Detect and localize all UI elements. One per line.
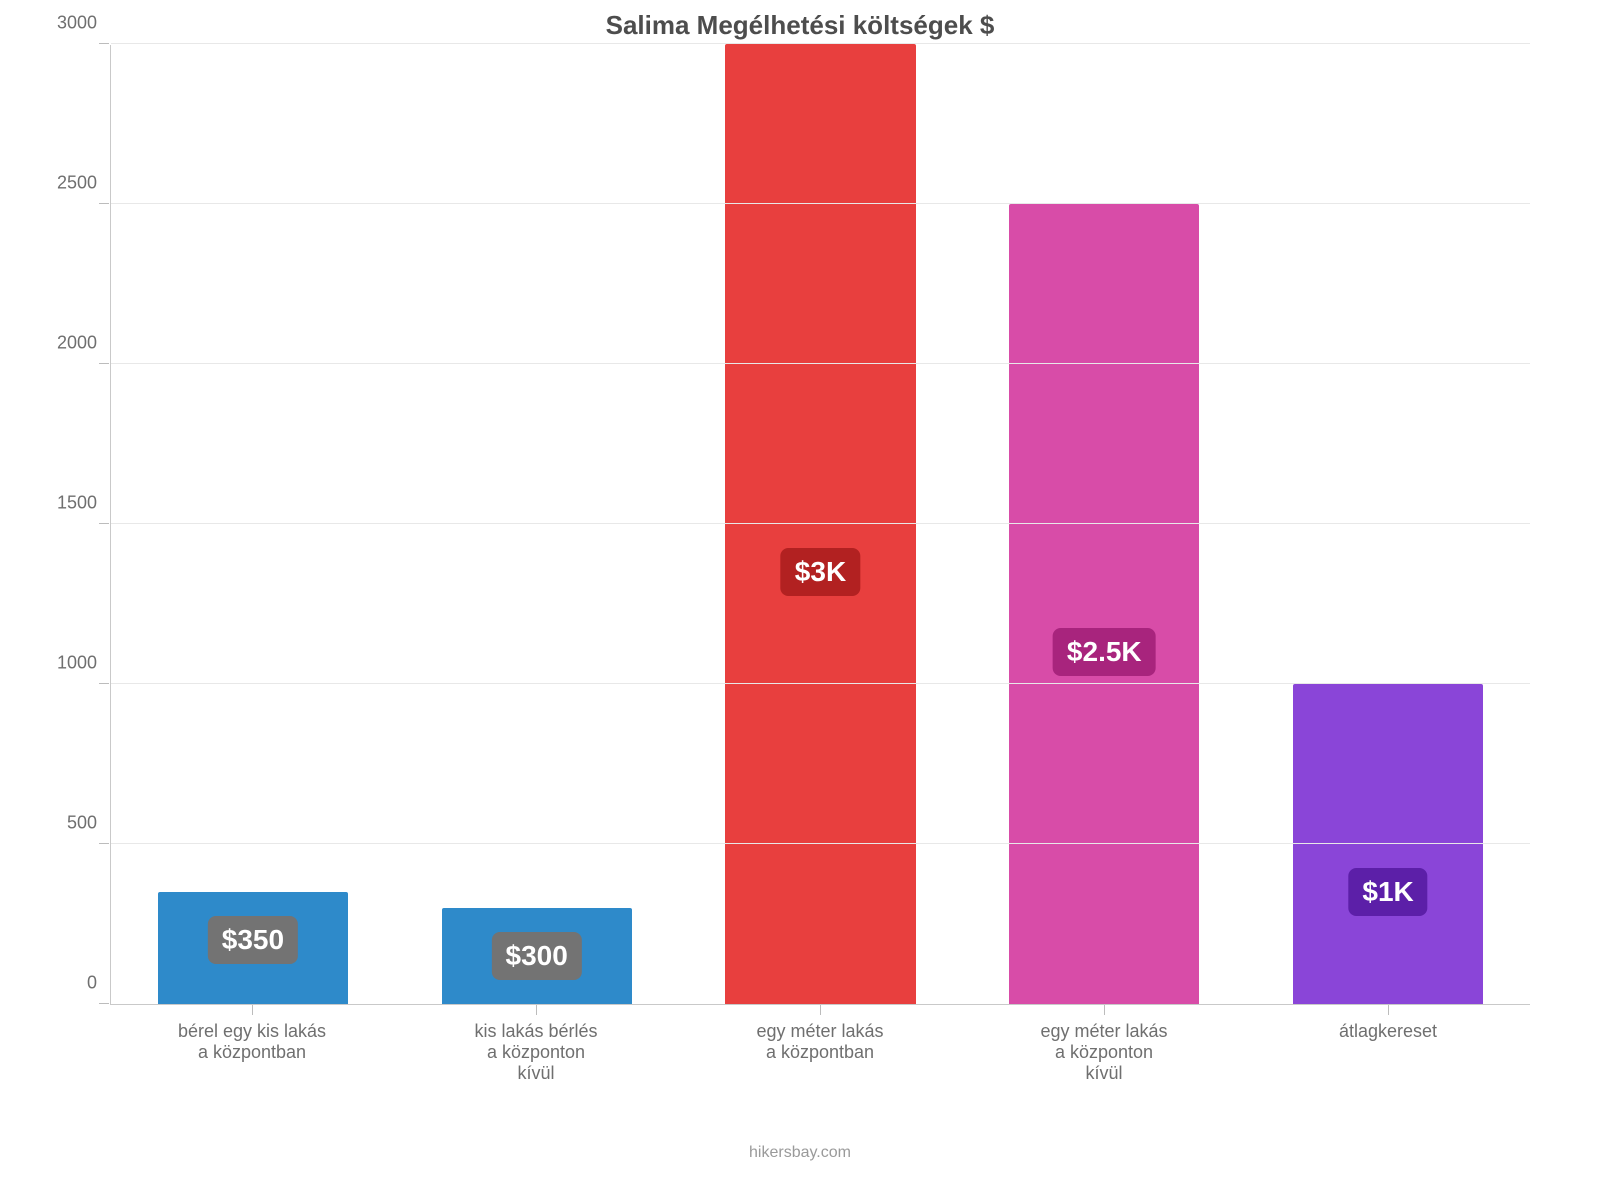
- x-axis-label-line: a központon: [972, 1042, 1236, 1063]
- grid-line: [111, 683, 1530, 684]
- x-axis-label: egy méter lakása központban: [678, 1021, 962, 1084]
- x-axis-label-line: kívül: [404, 1063, 668, 1084]
- x-tick: [1104, 1005, 1105, 1015]
- grid-line: [111, 523, 1530, 524]
- x-axis-label-line: a központban: [688, 1042, 952, 1063]
- x-tick-slot: [962, 1005, 1246, 1015]
- x-axis-label-line: a központban: [120, 1042, 384, 1063]
- x-tick-slot: [1246, 1005, 1530, 1015]
- x-axis-label: egy méter lakása központonkívül: [962, 1021, 1246, 1084]
- y-axis-label: 2000: [57, 333, 97, 354]
- y-axis-label: 1500: [57, 493, 97, 514]
- y-tick: [99, 843, 109, 844]
- cost-of-living-chart: Salima Megélhetési költségek $ $350$300$…: [50, 10, 1550, 1162]
- bar-slot: $300: [395, 45, 679, 1004]
- chart-title: Salima Megélhetési költségek $: [50, 10, 1550, 41]
- x-tick-row: [110, 1005, 1530, 1015]
- chart-credit: hikersbay.com: [50, 1144, 1550, 1162]
- x-axis-label: bérel egy kis lakása központban: [110, 1021, 394, 1084]
- x-axis-label-line: bérel egy kis lakás: [120, 1021, 384, 1042]
- x-tick: [252, 1005, 253, 1015]
- y-axis-label: 1000: [57, 653, 97, 674]
- x-axis-label-line: kívül: [972, 1063, 1236, 1084]
- bar: $1K: [1293, 684, 1483, 1004]
- y-tick: [99, 1003, 109, 1004]
- x-axis-label: átlagkereset: [1246, 1021, 1530, 1084]
- x-tick: [1388, 1005, 1389, 1015]
- grid-line: [111, 203, 1530, 204]
- value-badge: $2.5K: [1053, 628, 1156, 676]
- x-tick-slot: [110, 1005, 394, 1015]
- plot-area: $350$300$3K$2.5K$1K 05001000150020002500…: [110, 45, 1530, 1005]
- bar: $2.5K: [1009, 204, 1199, 1004]
- bar-slot: $2.5K: [962, 45, 1246, 1004]
- grid-line: [111, 843, 1530, 844]
- x-tick: [820, 1005, 821, 1015]
- value-badge: $1K: [1348, 868, 1427, 916]
- x-axis-label-line: egy méter lakás: [972, 1021, 1236, 1042]
- y-axis-label: 0: [87, 973, 97, 994]
- y-axis-label: 2500: [57, 173, 97, 194]
- y-tick: [99, 683, 109, 684]
- y-tick: [99, 523, 109, 524]
- x-axis-label-line: a központon: [404, 1042, 668, 1063]
- x-axis-label-line: átlagkereset: [1256, 1021, 1520, 1042]
- y-axis-label: 3000: [57, 13, 97, 34]
- value-badge: $350: [208, 916, 298, 964]
- x-axis-label: kis lakás bérlésa központonkívül: [394, 1021, 678, 1084]
- x-tick-slot: [678, 1005, 962, 1015]
- y-tick: [99, 363, 109, 364]
- value-badge: $300: [492, 932, 582, 980]
- value-badge: $3K: [781, 548, 860, 596]
- bar: $300: [442, 908, 632, 1004]
- grid-line: [111, 363, 1530, 364]
- grid-line: [111, 43, 1530, 44]
- x-tick-slot: [394, 1005, 678, 1015]
- bar: $3K: [725, 44, 915, 1004]
- x-tick: [536, 1005, 537, 1015]
- bar-slot: $1K: [1246, 45, 1530, 1004]
- bar: $350: [158, 892, 348, 1004]
- y-tick: [99, 203, 109, 204]
- y-axis-label: 500: [67, 813, 97, 834]
- x-axis-label-line: kis lakás bérlés: [404, 1021, 668, 1042]
- bar-slot: $350: [111, 45, 395, 1004]
- y-tick: [99, 43, 109, 44]
- bar-slot: $3K: [679, 45, 963, 1004]
- x-label-row: bérel egy kis lakása központbankis lakás…: [110, 1021, 1530, 1084]
- bars-container: $350 $300 $3K $2.5K $1K: [111, 45, 1530, 1004]
- x-axis-label-line: egy méter lakás: [688, 1021, 952, 1042]
